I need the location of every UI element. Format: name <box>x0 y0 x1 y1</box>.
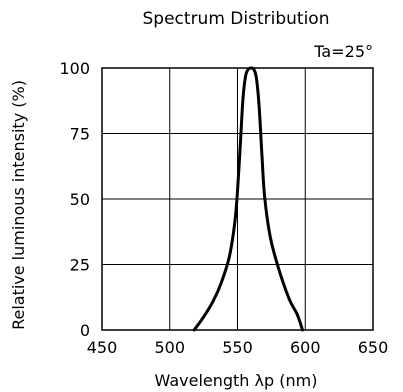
spectrum-curve <box>192 66 305 332</box>
x-tick-label: 600 <box>290 338 321 357</box>
x-tick-label: 650 <box>358 338 389 357</box>
plot-frame <box>101 67 374 331</box>
y-tick-label: 0 <box>80 321 90 340</box>
y-tick-label: 50 <box>70 190 90 209</box>
y-tick-labels: 0 25 50 75 100 <box>59 59 90 340</box>
x-tick-label: 550 <box>222 338 253 357</box>
x-tick-labels: 450 500 550 600 650 <box>87 338 389 357</box>
temperature-annotation: Ta=25° <box>313 42 373 61</box>
y-tick-label: 100 <box>59 59 90 78</box>
series-layer <box>192 66 305 332</box>
x-tick-label: 500 <box>154 338 185 357</box>
y-tick-label: 25 <box>70 256 90 275</box>
x-axis-label: Wavelength λp (nm) <box>155 371 318 390</box>
y-tick-label: 75 <box>70 125 90 144</box>
y-axis-label: Relative luminous intensity (%) <box>9 80 28 330</box>
x-tick-label: 450 <box>87 338 118 357</box>
chart-title: Spectrum Distribution <box>143 9 330 29</box>
